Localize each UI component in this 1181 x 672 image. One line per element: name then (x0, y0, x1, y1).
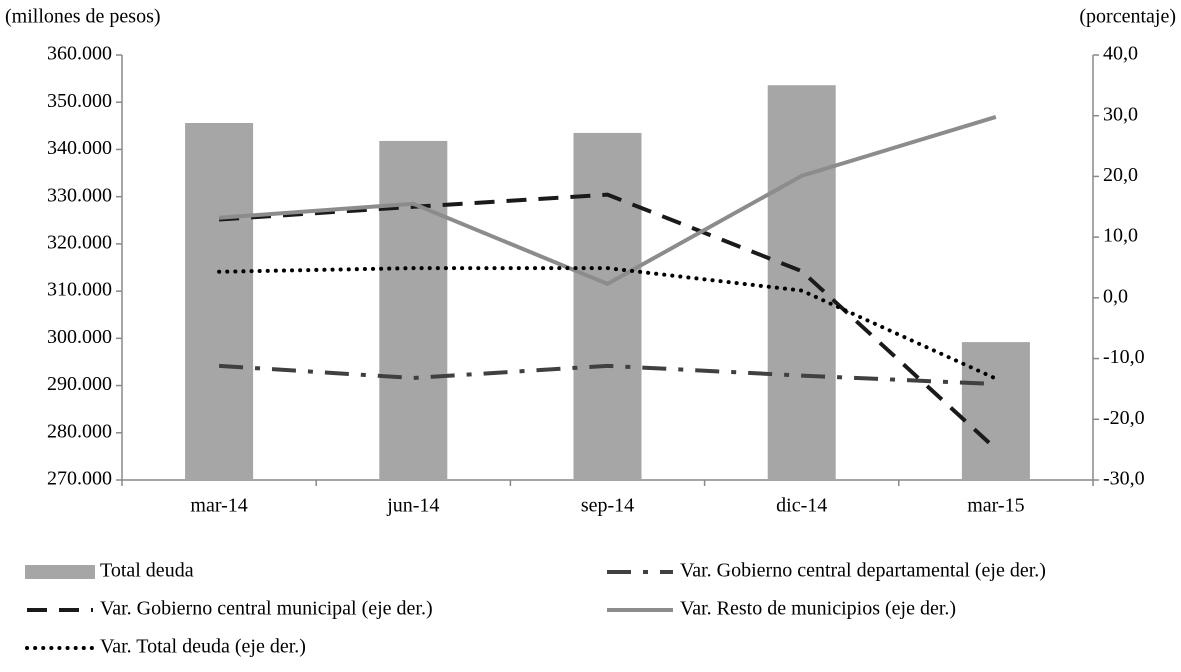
y-tick-label: 330.000 (47, 184, 112, 206)
line (218, 363, 996, 387)
legend-label: Var. Total deuda (eje der.) (100, 636, 306, 658)
y-tick-label: 360.000 (47, 43, 112, 65)
y2-tick-label: -30,0 (1103, 468, 1145, 490)
y-tick-label: 320.000 (47, 231, 112, 253)
x-tick-label: jun-14 (386, 495, 439, 517)
y2-tick-label: 10,0 (1103, 225, 1138, 247)
y2-tick-label: 20,0 (1103, 164, 1138, 186)
x-tick-label: sep-14 (581, 495, 634, 517)
legend-label: Var. Gobierno central departamental (eje… (680, 560, 1046, 582)
line (217, 266, 998, 381)
y2-axis-label: (porcentaje) (1079, 6, 1176, 28)
bar (379, 140, 448, 480)
y-tick-label: 300.000 (47, 326, 112, 348)
y-tick-label: 270.000 (47, 468, 112, 490)
legend-label: Total deuda (100, 560, 194, 582)
y2-tick-label: 40,0 (1103, 43, 1138, 65)
line (218, 115, 997, 287)
y-tick-label: 310.000 (47, 279, 112, 301)
line (218, 192, 998, 451)
bar (961, 342, 1030, 480)
x-tick-label: mar-15 (967, 495, 1024, 517)
y-tick-label: 350.000 (47, 90, 112, 112)
y-tick-label: 340.000 (47, 137, 112, 159)
legend-label: Var. Gobierno central municipal (eje der… (100, 598, 433, 620)
bar (573, 132, 642, 480)
y2-tick-label: 0,0 (1103, 285, 1128, 307)
y-tick-label: 280.000 (47, 420, 112, 442)
x-tick-label: mar-14 (190, 495, 247, 517)
y2-tick-label: -10,0 (1103, 346, 1145, 368)
bar (185, 123, 254, 480)
legend-swatch (25, 565, 95, 579)
y-axis-label: (millones de pesos) (5, 6, 161, 28)
legend-label: Var. Resto de municipios (eje der.) (680, 598, 956, 620)
y2-tick-label: 30,0 (1103, 103, 1138, 125)
y-tick-label: 290.000 (47, 373, 112, 395)
bar (767, 85, 836, 480)
x-tick-label: dic-14 (776, 495, 827, 517)
y2-tick-label: -20,0 (1103, 407, 1145, 429)
